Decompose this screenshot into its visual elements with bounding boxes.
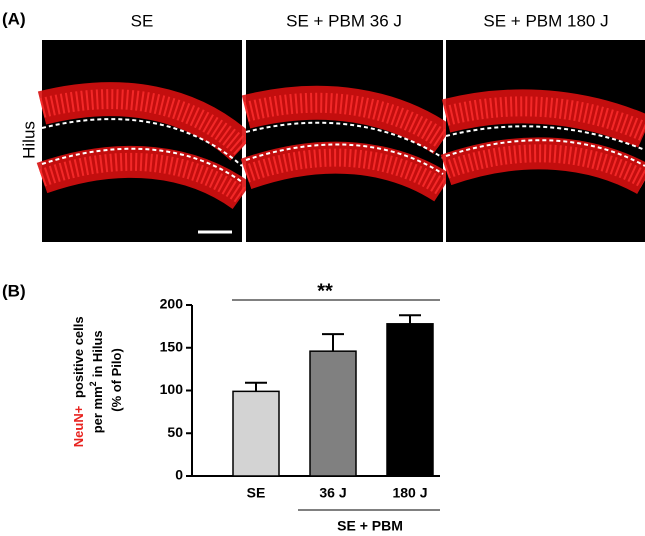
cell-layer [243,92,449,149]
x-tick-label: SE [247,485,266,501]
y-tick-label: 0 [175,467,183,483]
y-tick-label: 50 [167,424,183,440]
boundary [245,121,444,159]
bar [386,323,434,477]
boundary [245,143,444,175]
boundary [445,125,645,151]
group-label: SE + PBM [337,518,403,534]
y-title-text: in Hilus [90,330,105,377]
y-title-text: (% of Pilo) [109,348,124,412]
cell-layer [242,148,448,196]
significance: ** [317,280,333,302]
y-tick-label: 200 [160,296,184,312]
bar [232,390,280,477]
cell-layer [39,152,248,204]
cell-layer [440,137,645,195]
cell-layer [37,82,254,161]
y-tick-label: 100 [160,381,184,397]
y-title-highlight: NeuN+ [71,405,86,447]
y-title-text: positive cells [71,316,86,398]
column-title: SE [131,11,154,30]
y-title-sup: 2 [88,381,98,386]
boundary [41,147,243,183]
boundary [445,139,645,167]
x-tick-label: 36 J [319,485,346,501]
micrograph [246,40,443,242]
y-tick-label: 150 [160,338,184,354]
bar [309,350,357,477]
column-title: SE + PBM 36 J [286,11,402,30]
boundary [41,118,243,167]
y-axis-title: NeuN+ positive cells per mm2 in Hilus (% … [71,313,124,447]
x-tick-label: 180 J [392,485,427,501]
column-title: SE + PBM 180 J [483,11,608,30]
micrographs [36,40,645,242]
y-title-text: per mm [90,386,105,433]
cell-layer [443,96,645,142]
panel-label: (B) [2,281,26,300]
panel-label: (A) [2,9,26,28]
row-label: Hilus [19,121,38,159]
